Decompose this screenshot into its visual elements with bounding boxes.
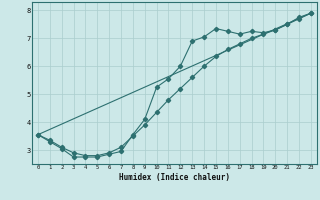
X-axis label: Humidex (Indice chaleur): Humidex (Indice chaleur) bbox=[119, 173, 230, 182]
